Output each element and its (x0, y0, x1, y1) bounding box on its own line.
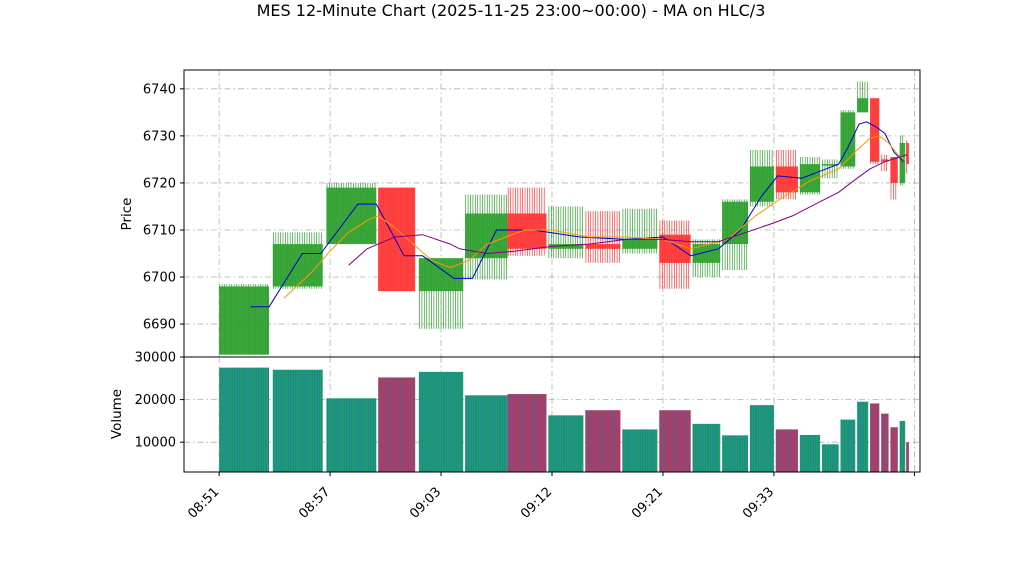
candle-body-up (799, 164, 821, 193)
candle-body-down (906, 142, 909, 165)
moving-average-line (250, 121, 904, 308)
price-tick-label: 6710 (143, 223, 176, 238)
volume-axis-label: Volume (109, 389, 125, 439)
price-wicks (219, 81, 908, 355)
price-grid (184, 70, 920, 357)
volume-bar (857, 401, 869, 472)
price-bodies (219, 98, 909, 355)
moving-average-line (283, 135, 906, 299)
moving-average-line (348, 154, 908, 266)
x-axis-ticks: 08:51 08:57 09:03 09:12 09:21 09:33 (185, 472, 915, 522)
candle-body-up (219, 286, 270, 355)
chart-title: MES 12-Minute Chart (2025-11-25 23:00~00… (257, 1, 766, 20)
candle-body-down (890, 157, 898, 183)
x-tick-label: 08:51 (185, 485, 222, 522)
volume-bar (840, 419, 856, 472)
candle-body-up (272, 244, 323, 287)
candle-body-down (775, 166, 798, 193)
price-axis-label: Price (119, 198, 135, 231)
candle-body-down (585, 244, 621, 249)
volume-bars (219, 367, 909, 472)
candle-body-up (418, 258, 464, 292)
volume-bar (418, 371, 464, 472)
candle-body-down (870, 98, 880, 162)
price-tick-label: 6720 (143, 176, 176, 191)
candle-body-up (692, 244, 721, 263)
candle-body-down (659, 234, 691, 263)
moving-average-lines (250, 121, 908, 308)
volume-bar (378, 377, 416, 472)
candle-body-up (722, 201, 749, 245)
volume-bar (465, 395, 508, 472)
x-tick-label: 09:33 (740, 485, 777, 522)
candle-body-up (899, 142, 906, 183)
volume-bar (799, 434, 821, 472)
x-tick-label: 09:12 (518, 485, 555, 522)
x-tick-label: 09:21 (629, 485, 666, 522)
candle-body-up (548, 244, 584, 249)
volume-panel: 10000 20000 30000 Volume (109, 351, 921, 473)
candle-body-up (857, 98, 869, 113)
volume-bar (692, 423, 721, 472)
x-tick-label: 08:57 (296, 485, 333, 522)
candle-body-down (881, 159, 889, 162)
volume-tick-label: 20000 (135, 393, 176, 408)
price-tick-label: 6690 (143, 318, 176, 333)
price-tick-label: 6740 (143, 82, 176, 97)
candle-body-up (622, 239, 658, 249)
price-panel: 6690 6700 6710 6720 6730 6740 Price (119, 69, 921, 358)
volume-bar (870, 403, 880, 472)
candle-body-down (378, 187, 416, 292)
price-tick-label: 6730 (143, 129, 176, 144)
volume-tick-label: 10000 (135, 436, 176, 451)
price-y-ticks: 6690 6700 6710 6720 6730 6740 (143, 82, 184, 333)
volume-tick-label: 30000 (135, 351, 176, 366)
volume-y-ticks: 10000 20000 30000 (135, 351, 184, 451)
volume-bar (899, 420, 906, 472)
price-tick-label: 6700 (143, 271, 176, 286)
x-tick-label: 09:03 (407, 485, 444, 522)
candle-body-up (821, 164, 839, 166)
candle-body-up (840, 112, 856, 167)
